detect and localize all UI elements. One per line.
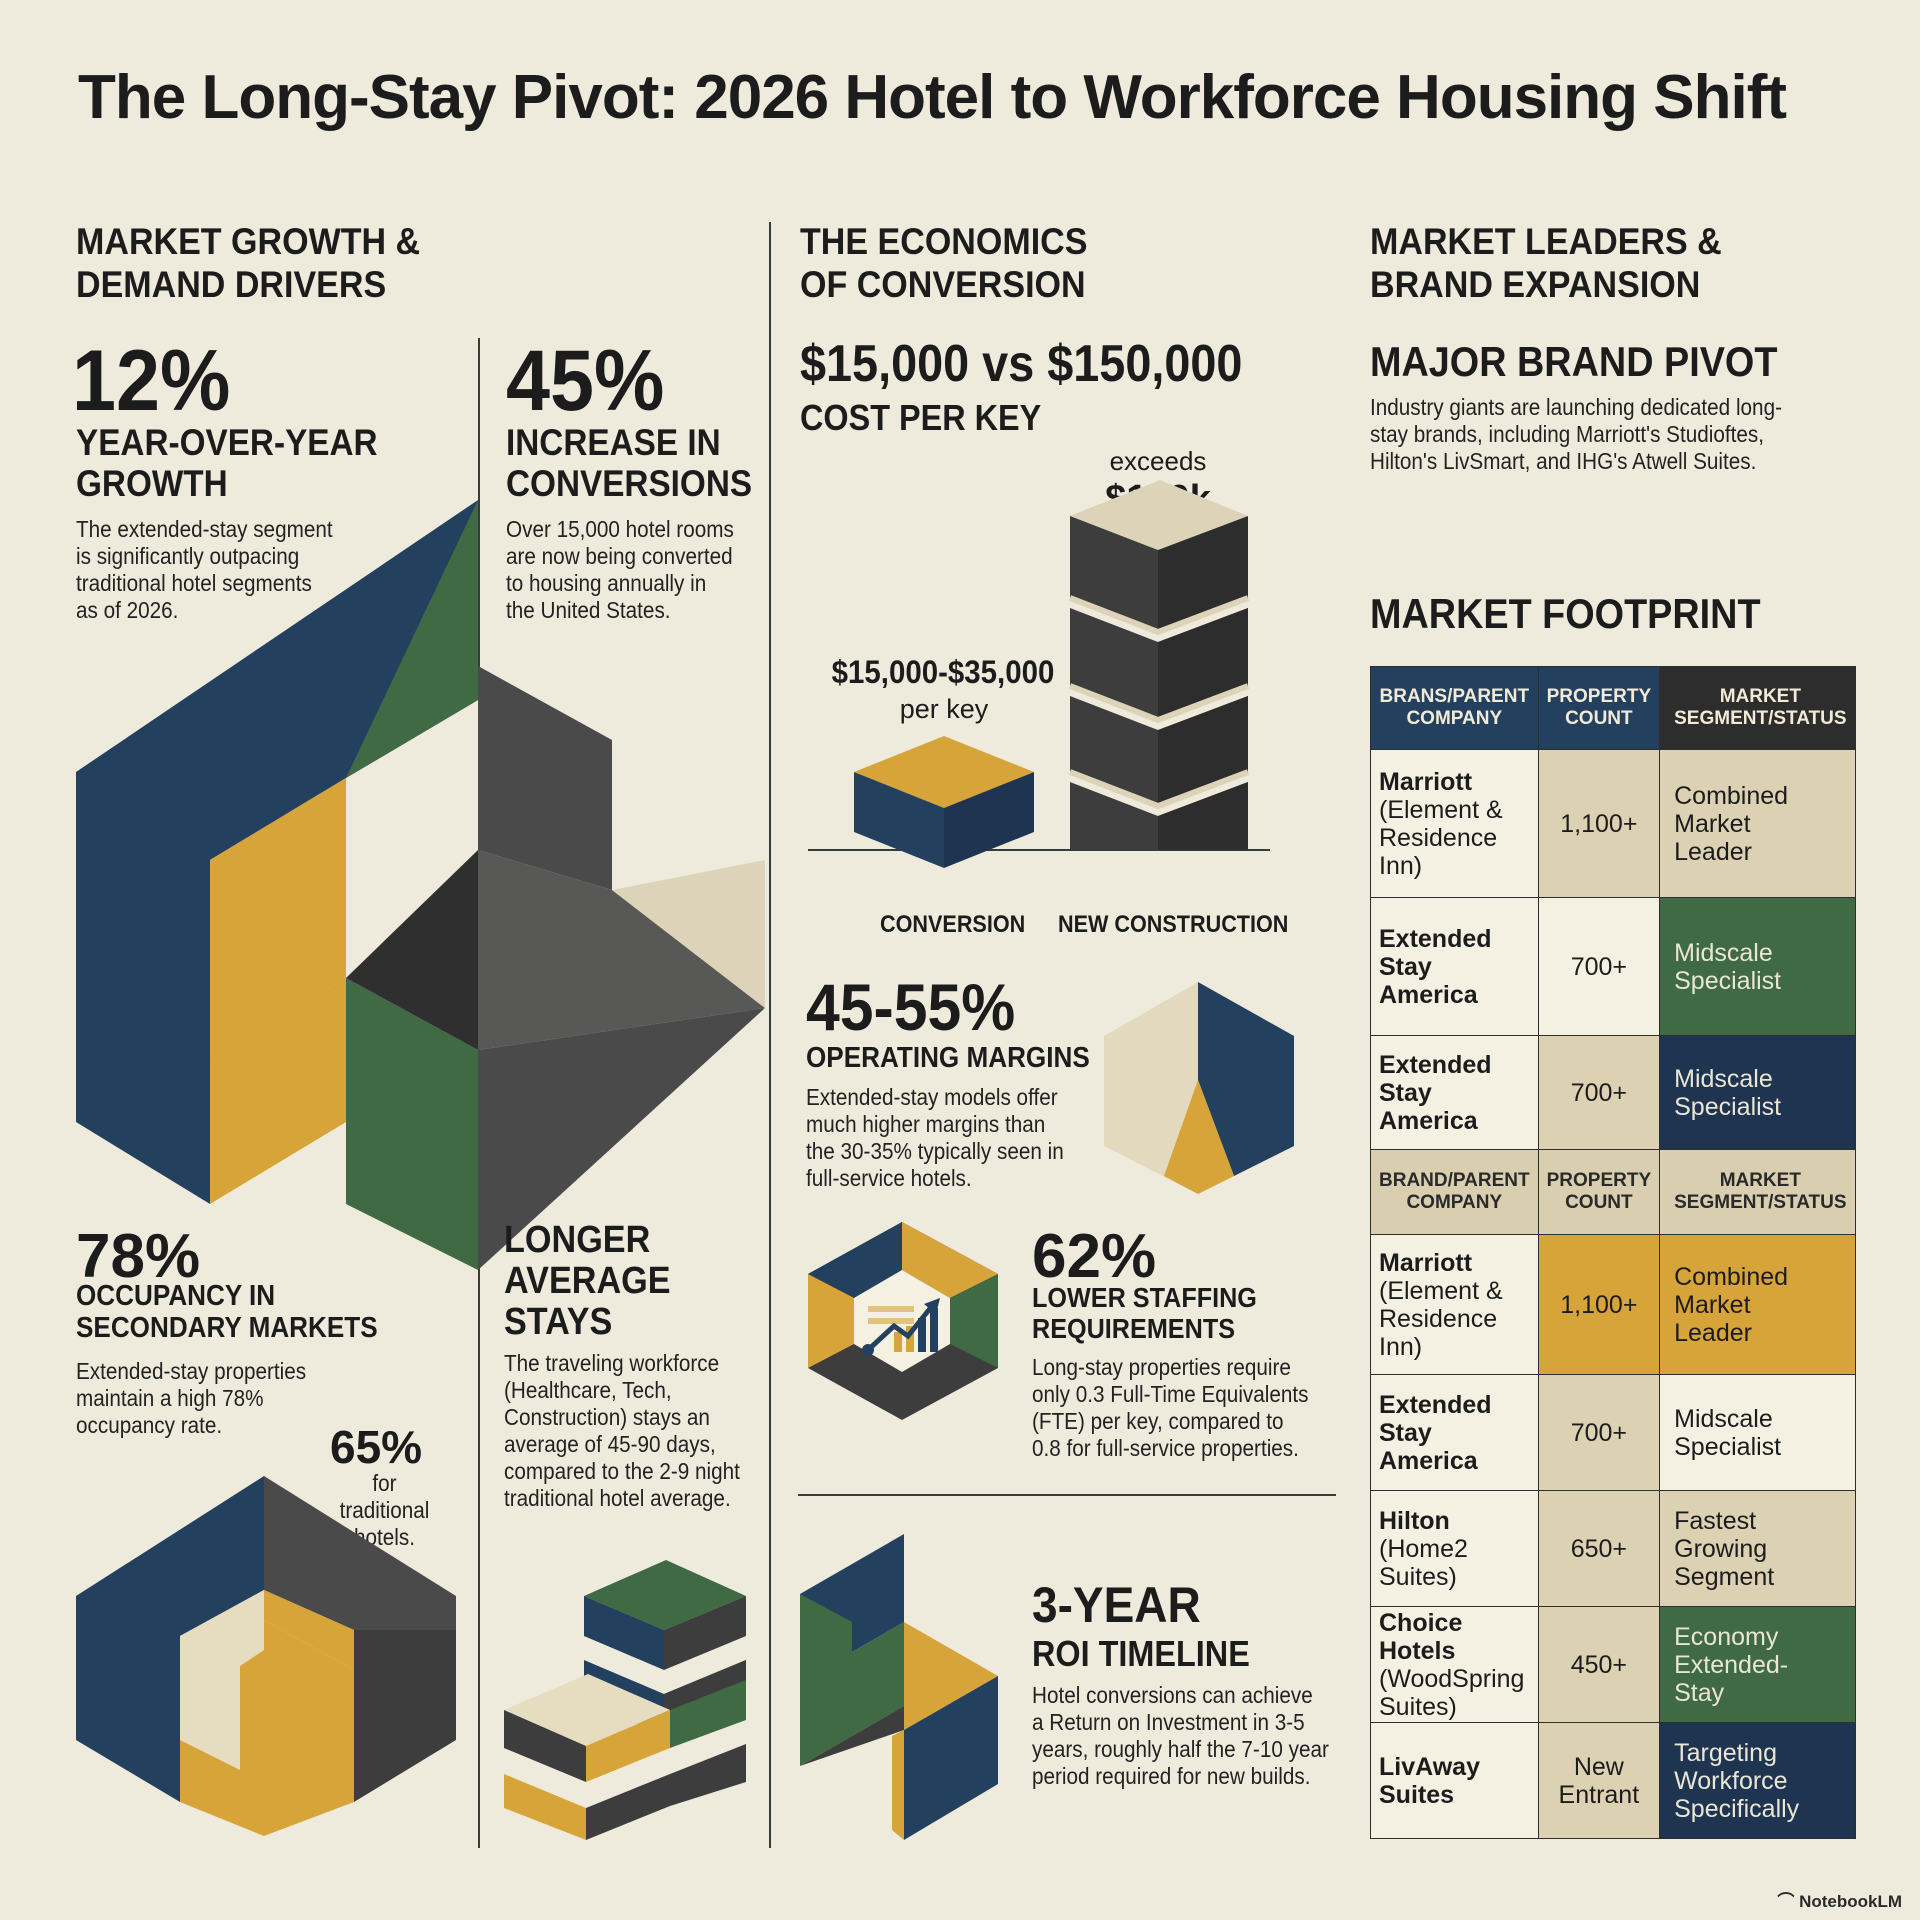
brand-cell: Marriott (Element & Residence Inn)	[1370, 1234, 1539, 1375]
brand-cell: Extended Stay America	[1370, 897, 1539, 1036]
market-footprint-title: MARKET FOOTPRINT	[1370, 590, 1761, 637]
stat-occupancy-value: 78%	[76, 1222, 201, 1291]
divider-roi	[798, 1494, 1336, 1496]
stat-yoy-growth-value: 12%	[72, 333, 231, 429]
table-header-row: BRANS/PARENT COMPANY PROPERTY COUNT MARKET…	[1370, 666, 1856, 750]
roi-geometric-icon	[800, 1534, 998, 1840]
notebooklm-logo-icon: ⌒	[1777, 1892, 1800, 1911]
segment-cell: Combined Market Leader	[1659, 1234, 1856, 1375]
stat-occupancy-label: OCCUPANCY IN SECONDARY MARKETS	[76, 1280, 378, 1344]
segment-cell: Targeting Workforce Specifically	[1659, 1722, 1856, 1839]
count-cell: 700+	[1537, 1035, 1661, 1150]
conversion-cost-unit: per key	[899, 694, 989, 724]
table-row: Marriott (Element & Residence Inn) 1,100+ …	[1370, 1234, 1856, 1375]
count-cell: 650+	[1537, 1490, 1661, 1607]
table-header-count: PROPERTY COUNT	[1537, 1149, 1661, 1235]
stat-conversions-label: INCREASE IN CONVERSIONS	[506, 422, 753, 504]
table-header-brand: BRAND/PARENT COMPANY	[1370, 1149, 1539, 1235]
staffing-body: Long-stay properties require only 0.3 Fu…	[1032, 1354, 1309, 1461]
brand-cell: Hilton (Home2 Suites)	[1370, 1490, 1539, 1607]
table-header-segment: MARKET SEGMENT/STATUS	[1659, 1149, 1856, 1235]
brand-cell: Marriott (Element & Residence Inn)	[1370, 749, 1539, 898]
stat-yoy-growth-body: The extended-stay segment is significant…	[76, 516, 333, 623]
table-header-count: PROPERTY COUNT	[1537, 666, 1661, 750]
table-row: Extended Stay America 700+ Midscale Specia…	[1370, 1035, 1856, 1150]
count-cell: 1,100+	[1537, 1234, 1661, 1375]
cost-headline: $15,000 vs $150,000	[800, 335, 1243, 393]
brand-cell: LivAway Suites	[1370, 1722, 1539, 1839]
roi-body: Hotel conversions can achieve a Return o…	[1032, 1682, 1329, 1789]
notebooklm-watermark: ⌒ NotebookLM	[1777, 1892, 1902, 1911]
stacked-blocks-illustration	[504, 1560, 746, 1840]
margins-value: 45-55%	[806, 970, 1016, 1044]
count-cell: 700+	[1537, 1374, 1661, 1491]
geometric-illustration-occupancy	[76, 1476, 456, 1836]
segment-cell: Economy Extended- Stay	[1659, 1606, 1856, 1723]
staffing-hexagon-icon	[808, 1222, 998, 1420]
segment-cell: Fastest Growing Segment	[1659, 1490, 1856, 1607]
geometric-illustration-growth	[76, 500, 765, 1270]
divider-middle	[769, 222, 771, 1848]
conversion-cost-value: $15,000-$35,000	[831, 654, 1055, 690]
count-cell: 450+	[1537, 1606, 1661, 1723]
section-heading-economics: THE ECONOMICS OF CONVERSION	[800, 221, 1088, 305]
section-heading-market-growth: MARKET GROWTH & DEMAND DRIVERS	[76, 221, 421, 305]
table-row: Hilton (Home2 Suites) 650+ Fastest Growing S…	[1370, 1490, 1856, 1607]
stat-longer-stays-label: LONGER AVERAGE STAYS	[504, 1219, 671, 1343]
market-footprint-table: BRANS/PARENT COMPANY PROPERTY COUNT MARKET…	[1370, 666, 1856, 1839]
section-heading-market-leaders: MARKET LEADERS & BRAND EXPANSION	[1370, 221, 1722, 305]
margins-hexagon-chart	[1104, 982, 1294, 1194]
stat-conversions-value: 45%	[506, 333, 665, 429]
page-title: The Long-Stay Pivot: 2026 Hotel to Workf…	[78, 63, 1787, 132]
segment-cell: Midscale Specialist	[1659, 1374, 1856, 1491]
table-header-segment: MARKET SEGMENT/STATUS	[1659, 666, 1856, 750]
brand-cell: Choice Hotels (WoodSpring Suites)	[1370, 1606, 1539, 1723]
stat-yoy-growth-label: YEAR-OVER-YEAR GROWTH	[76, 422, 378, 504]
brand-pivot-title: MAJOR BRAND PIVOT	[1370, 338, 1778, 385]
table-row: Choice Hotels (WoodSpring Suites) 450+ Eco…	[1370, 1606, 1856, 1723]
roi-label: ROI TIMELINE	[1032, 1633, 1250, 1674]
cost-subheadline: COST PER KEY	[800, 397, 1042, 438]
staffing-label: LOWER STAFFING REQUIREMENTS	[1032, 1282, 1257, 1344]
stat-occupancy-compare-value: 65%	[330, 1421, 423, 1473]
segment-cell: Combined Market Leader	[1659, 749, 1856, 898]
staffing-value: 62%	[1032, 1222, 1157, 1291]
stat-conversions-body: Over 15,000 hotel rooms are now being co…	[506, 516, 734, 623]
margins-body: Extended-stay models offer much higher m…	[806, 1084, 1064, 1191]
count-cell: 700+	[1537, 897, 1661, 1036]
count-cell: New Entrant	[1537, 1722, 1661, 1839]
brand-cell: Extended Stay America	[1370, 1035, 1539, 1150]
brand-cell: Extended Stay America	[1370, 1374, 1539, 1491]
roi-value: 3-YEAR	[1032, 1577, 1201, 1633]
table-row: Extended Stay America 700+ Midscale Specia…	[1370, 897, 1856, 1036]
new-build-cost-prefix: exceeds	[1109, 446, 1207, 476]
stat-longer-stays-body: The traveling workforce (Healthcare, Tec…	[504, 1350, 740, 1511]
margins-label: OPERATING MARGINS	[806, 1042, 1090, 1074]
table-row: Marriott (Element & Residence Inn) 1,100+ …	[1370, 749, 1856, 898]
new-construction-label: NEW CONSTRUCTION	[1058, 911, 1289, 938]
table-header-brand: BRANS/PARENT COMPANY	[1370, 666, 1539, 750]
table-row: LivAway Suites New Entrant Targeting Workfo…	[1370, 1722, 1856, 1839]
segment-cell: Midscale Specialist	[1659, 897, 1856, 1036]
table-row: Extended Stay America 700+ Midscale Special…	[1370, 1374, 1856, 1491]
segment-cell: Midscale Specialist	[1659, 1035, 1856, 1150]
brand-pivot-body: Industry giants are launching dedicated …	[1370, 394, 1782, 474]
table-header-row: BRAND/PARENT COMPANY PROPERTY COUNT MARKET…	[1370, 1149, 1856, 1235]
cost-comparison-blocks	[808, 480, 1270, 868]
stat-occupancy-compare-text: for traditional hotels.	[339, 1470, 430, 1550]
count-cell: 1,100+	[1537, 749, 1661, 898]
conversion-label: CONVERSION	[880, 911, 1026, 938]
stat-occupancy-body: Extended-stay properties maintain a high…	[76, 1358, 307, 1438]
